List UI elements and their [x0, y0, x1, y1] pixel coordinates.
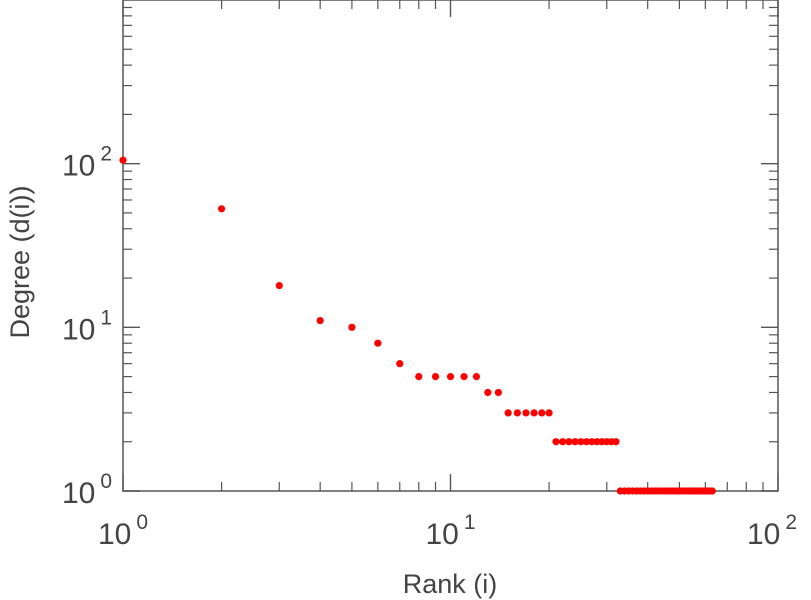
x-tick-exponent: 2: [785, 511, 797, 534]
data-point: [708, 487, 716, 495]
data-point: [460, 373, 468, 381]
y-tick-exponent: 2: [100, 143, 112, 166]
data-point: [504, 409, 512, 417]
y-tick-label: 10 2: [62, 143, 112, 183]
data-point: [571, 438, 579, 446]
y-tick-base: 10: [62, 313, 95, 346]
data-point: [415, 373, 423, 381]
x-tick-label: 10 2: [747, 511, 797, 551]
data-point: [217, 205, 226, 213]
data-point: [530, 409, 538, 417]
y-tick-base: 10: [62, 150, 95, 183]
data-point: [588, 438, 596, 446]
data-points: [119, 156, 716, 495]
y-tick-base: 10: [62, 477, 95, 510]
data-point: [522, 409, 530, 417]
data-point: [552, 438, 560, 446]
x-tick-base: 10: [747, 518, 780, 551]
plot-frame: [122, 0, 779, 492]
y-tick-label: 10 1: [62, 306, 112, 346]
x-tick-exponent: 1: [464, 511, 476, 534]
x-tick-base: 10: [98, 518, 131, 551]
data-point: [275, 281, 283, 290]
x-tick-label: 10 0: [98, 511, 148, 551]
y-axis-label: Degree (d(i)): [5, 185, 35, 338]
data-point: [374, 339, 382, 347]
data-point: [565, 438, 573, 446]
y-tick-label: 10 0: [62, 470, 112, 510]
major-ticks: [122, 0, 779, 492]
data-point: [545, 409, 553, 417]
x-axis-label: Rank (i): [403, 569, 498, 599]
x-tick-base: 10: [425, 518, 458, 551]
data-point: [431, 373, 440, 381]
data-point: [446, 373, 455, 381]
minor-ticks: [123, 0, 778, 491]
data-point: [316, 316, 324, 325]
data-point: [348, 323, 356, 331]
data-point: [593, 438, 601, 446]
data-point: [484, 388, 492, 397]
data-point: [559, 438, 567, 446]
x-tick-labels: 10 0 10 1 10 2: [98, 511, 797, 551]
data-point: [396, 360, 404, 368]
data-point: [577, 438, 585, 446]
y-tick-exponent: 0: [100, 470, 112, 493]
y-tick-exponent: 1: [100, 306, 112, 329]
data-point: [119, 156, 127, 164]
x-tick-label: 10 1: [425, 511, 475, 551]
data-point: [582, 438, 591, 446]
data-point: [612, 438, 620, 446]
x-tick-exponent: 0: [136, 511, 148, 534]
data-point: [494, 388, 502, 397]
data-point: [472, 373, 481, 381]
data-point: [513, 409, 521, 417]
data-point: [538, 409, 546, 417]
